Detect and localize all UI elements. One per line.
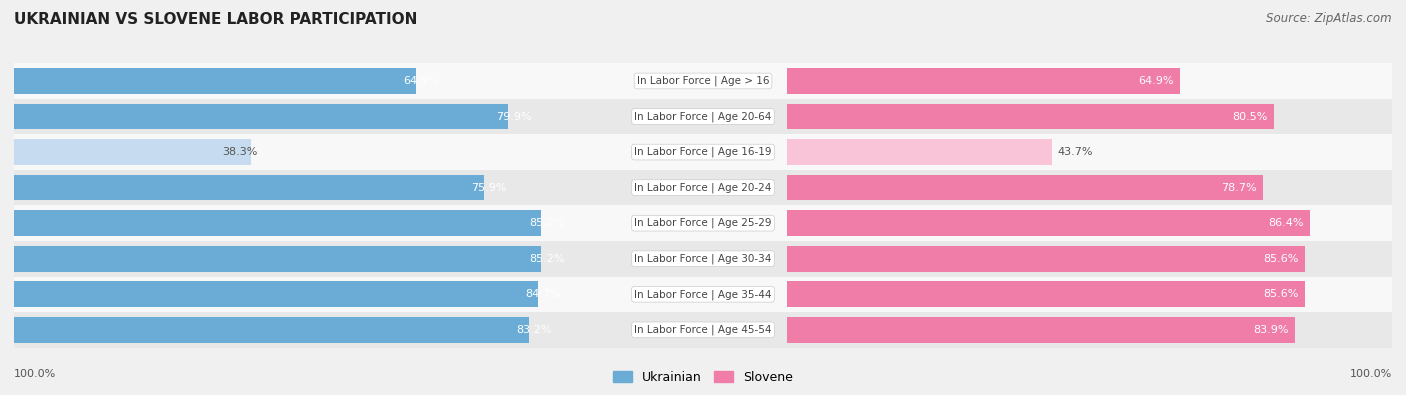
Bar <box>787 211 1310 236</box>
Text: Source: ZipAtlas.com: Source: ZipAtlas.com <box>1267 12 1392 25</box>
Bar <box>787 246 1305 271</box>
Bar <box>787 134 1392 170</box>
Bar <box>14 99 633 134</box>
Bar <box>787 68 1180 94</box>
Bar <box>14 104 509 129</box>
Bar <box>14 63 633 99</box>
Text: 64.9%: 64.9% <box>404 76 439 86</box>
Text: 83.2%: 83.2% <box>516 325 553 335</box>
Bar <box>787 63 1392 99</box>
Text: In Labor Force | Age 20-64: In Labor Force | Age 20-64 <box>634 111 772 122</box>
Text: 83.9%: 83.9% <box>1253 325 1288 335</box>
Text: 84.7%: 84.7% <box>526 289 561 299</box>
Bar <box>14 170 633 205</box>
Bar <box>14 241 633 276</box>
Text: UKRAINIAN VS SLOVENE LABOR PARTICIPATION: UKRAINIAN VS SLOVENE LABOR PARTICIPATION <box>14 12 418 27</box>
Text: 38.3%: 38.3% <box>222 147 257 157</box>
Bar <box>14 276 633 312</box>
Bar <box>14 139 252 165</box>
Text: 43.7%: 43.7% <box>1057 147 1092 157</box>
Text: In Labor Force | Age 30-34: In Labor Force | Age 30-34 <box>634 254 772 264</box>
Text: In Labor Force | Age 35-44: In Labor Force | Age 35-44 <box>634 289 772 299</box>
Text: 85.2%: 85.2% <box>529 254 564 264</box>
Legend: Ukrainian, Slovene: Ukrainian, Slovene <box>609 366 797 389</box>
Text: 85.6%: 85.6% <box>1264 289 1299 299</box>
Bar <box>619 312 787 348</box>
Text: 85.2%: 85.2% <box>529 218 564 228</box>
Text: In Labor Force | Age 20-24: In Labor Force | Age 20-24 <box>634 182 772 193</box>
Text: 100.0%: 100.0% <box>1350 369 1392 379</box>
Bar <box>787 175 1263 200</box>
Bar <box>14 68 416 94</box>
Text: 75.9%: 75.9% <box>471 182 506 193</box>
Bar <box>787 104 1274 129</box>
Bar <box>619 205 787 241</box>
Text: 79.9%: 79.9% <box>496 111 531 122</box>
Bar <box>787 139 1052 165</box>
Text: 80.5%: 80.5% <box>1233 111 1268 122</box>
Text: In Labor Force | Age > 16: In Labor Force | Age > 16 <box>637 76 769 86</box>
Text: In Labor Force | Age 25-29: In Labor Force | Age 25-29 <box>634 218 772 228</box>
Text: 86.4%: 86.4% <box>1268 218 1303 228</box>
Bar <box>619 241 787 276</box>
Bar <box>787 317 1295 342</box>
Bar <box>619 134 787 170</box>
Bar <box>14 134 633 170</box>
Text: 64.9%: 64.9% <box>1139 76 1174 86</box>
Bar <box>14 205 633 241</box>
Text: 85.6%: 85.6% <box>1264 254 1299 264</box>
Bar <box>619 99 787 134</box>
Bar <box>14 312 633 348</box>
Bar <box>787 99 1392 134</box>
Bar <box>14 211 541 236</box>
Bar <box>787 276 1392 312</box>
Bar <box>787 241 1392 276</box>
Bar <box>787 282 1305 307</box>
Bar <box>787 205 1392 241</box>
Bar <box>14 282 538 307</box>
Bar <box>619 63 787 99</box>
Bar <box>619 170 787 205</box>
Text: 78.7%: 78.7% <box>1222 182 1257 193</box>
Bar <box>787 170 1392 205</box>
Text: In Labor Force | Age 45-54: In Labor Force | Age 45-54 <box>634 325 772 335</box>
Bar <box>14 246 541 271</box>
Text: In Labor Force | Age 16-19: In Labor Force | Age 16-19 <box>634 147 772 157</box>
Bar <box>619 276 787 312</box>
Bar <box>787 312 1392 348</box>
Text: 100.0%: 100.0% <box>14 369 56 379</box>
Bar <box>14 317 529 342</box>
Bar <box>14 175 484 200</box>
